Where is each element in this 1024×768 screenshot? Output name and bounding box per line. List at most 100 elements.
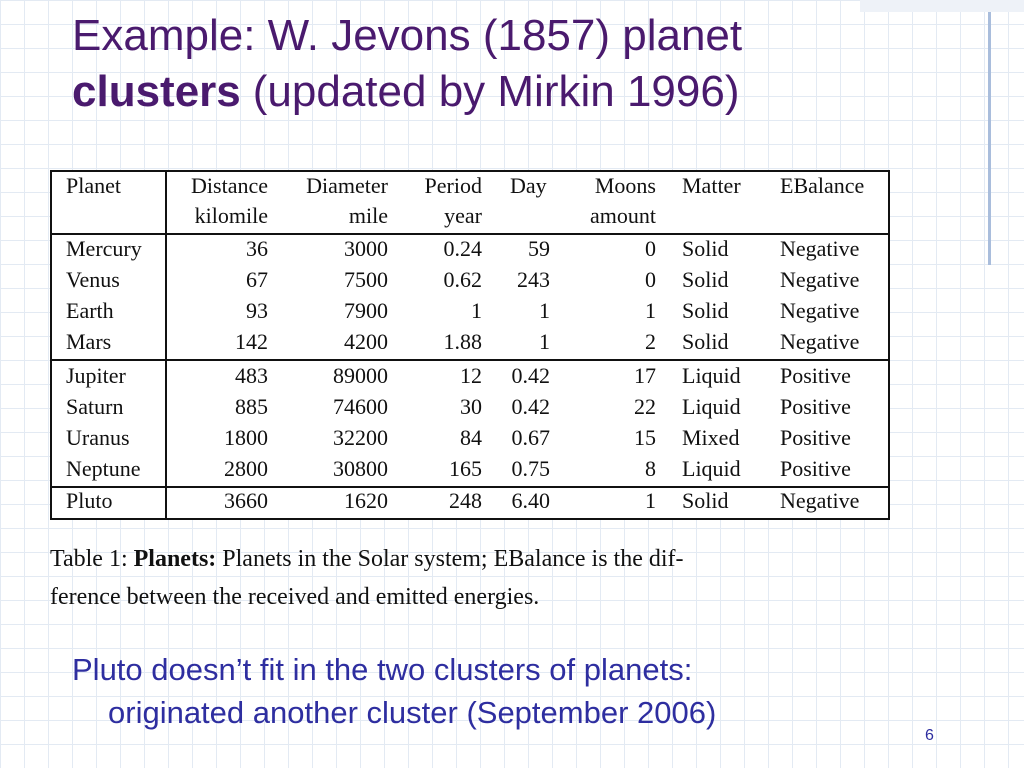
table-cell: Uranus (66, 425, 130, 450)
table-cell: 12 (460, 363, 482, 388)
table-cell: 1 (645, 298, 656, 323)
table-cell: 59 (528, 236, 550, 261)
table-cell: 6.40 (511, 488, 551, 513)
row-separator (52, 233, 888, 235)
column-header: Moons (594, 173, 656, 198)
table-cell: 89000 (333, 363, 388, 388)
column-header: Matter (682, 173, 741, 198)
caption-label: Table 1: (50, 546, 128, 572)
table-cell: Negative (780, 298, 860, 323)
table-cell: 0 (645, 236, 656, 261)
table-cell: Jupiter (66, 363, 126, 388)
table-cell: 142 (235, 329, 268, 354)
table-cell: 30 (460, 394, 482, 419)
table-cell: 0.75 (511, 456, 551, 481)
column-unit: year (444, 203, 482, 228)
table-cell: 0.67 (511, 425, 551, 450)
table-cell: Negative (780, 267, 860, 292)
table-cell: Negative (780, 236, 860, 261)
decor-band (860, 0, 1024, 12)
table-cell: 165 (449, 456, 482, 481)
column-unit: mile (348, 203, 388, 228)
caption-text: Planets in the Solar system; EBalance is… (222, 546, 684, 572)
note-line-2: originated another cluster (September 20… (108, 695, 717, 730)
table-cell: 22 (634, 394, 656, 419)
caption-line-1: Table 1: Planets: Planets in the Solar s… (50, 547, 684, 571)
table-cell: 36 (246, 236, 268, 261)
table-cell: Solid (682, 329, 729, 354)
table-cell: 483 (235, 363, 268, 388)
table-cell: 15 (634, 425, 656, 450)
page-number: 6 (925, 727, 934, 744)
table-cell: 3660 (224, 488, 268, 513)
table-cell: 1 (539, 298, 550, 323)
table-cell: 243 (517, 267, 550, 292)
table-cell: Mixed (682, 425, 740, 450)
table-cell: 1800 (224, 425, 268, 450)
table-cell: 1 (645, 488, 656, 513)
table-cell: Liquid (682, 363, 741, 388)
table-cell: Mercury (66, 236, 142, 261)
table-cell: Neptune (66, 456, 141, 481)
table-cell: 3000 (344, 236, 388, 261)
column-separator (165, 172, 167, 518)
table-cell: Negative (780, 488, 860, 513)
table-cell: 4200 (344, 329, 388, 354)
table-cell: 93 (246, 298, 268, 323)
decor-line (988, 0, 991, 265)
column-unit: kilomile (194, 203, 268, 228)
table-cell: Positive (780, 425, 851, 450)
column-header: Period (424, 173, 482, 198)
table-cell: Mars (66, 329, 112, 354)
table-cell: 7500 (344, 267, 388, 292)
table-cell: 0 (645, 267, 656, 292)
table-cell: 0.42 (511, 363, 551, 388)
table-cell: 0.42 (511, 394, 551, 419)
table-cell: 0.62 (443, 267, 483, 292)
caption-line-2: ference between the received and emitted… (50, 584, 540, 610)
table-cell: 0.24 (443, 236, 483, 261)
column-header: Distance (191, 173, 268, 198)
table-cell: Venus (66, 267, 120, 292)
caption-bold: Planets: (133, 546, 217, 572)
row-separator (52, 486, 888, 488)
column-header: Day (510, 173, 547, 198)
title-line-2: clusters (updated by Mirkin 1996) (72, 70, 739, 114)
table-cell: 2 (645, 329, 656, 354)
table-cell: 248 (449, 488, 482, 513)
table: Planet Distance kilomile Diameter mile Period… (50, 170, 890, 520)
column-header: EBalance (780, 173, 865, 198)
table-cell: Earth (66, 298, 114, 323)
table-cell: Liquid (682, 456, 741, 481)
table-cell: 30800 (333, 456, 388, 481)
table-cell: Pluto (66, 488, 113, 513)
note-line-1: Pluto doesn’t fit in the two clusters of… (72, 652, 693, 687)
table-cell: Solid (682, 267, 729, 292)
table-cell: Liquid (682, 394, 741, 419)
table-cell: 885 (235, 394, 268, 419)
table-cell: 84 (460, 425, 482, 450)
table-cell: Positive (780, 363, 851, 388)
table-cell: 67 (246, 267, 268, 292)
table-cell: 74600 (333, 394, 388, 419)
column-header: Planet (66, 173, 121, 198)
table-cell: Positive (780, 394, 851, 419)
table-cell: 17 (634, 363, 656, 388)
table-cell: Positive (780, 456, 851, 481)
table-cell: Saturn (66, 394, 124, 419)
column-unit: amount (590, 203, 656, 228)
table-cell: 8 (645, 456, 656, 481)
table-cell: Solid (682, 298, 729, 323)
title-line-1: Example: W. Jevons (1857) planet (72, 11, 743, 60)
title-rest: (updated by Mirkin 1996) (252, 67, 740, 116)
table-cell: 1 (539, 329, 550, 354)
table-cell: 7900 (344, 298, 388, 323)
table-cell: Solid (682, 236, 729, 261)
title-bold: clusters (72, 67, 241, 116)
table-cell: 32200 (333, 425, 388, 450)
table-cell: 1620 (344, 488, 388, 513)
row-separator (52, 359, 888, 361)
table-cell: Negative (780, 329, 860, 354)
column-header: Diameter (306, 173, 388, 198)
